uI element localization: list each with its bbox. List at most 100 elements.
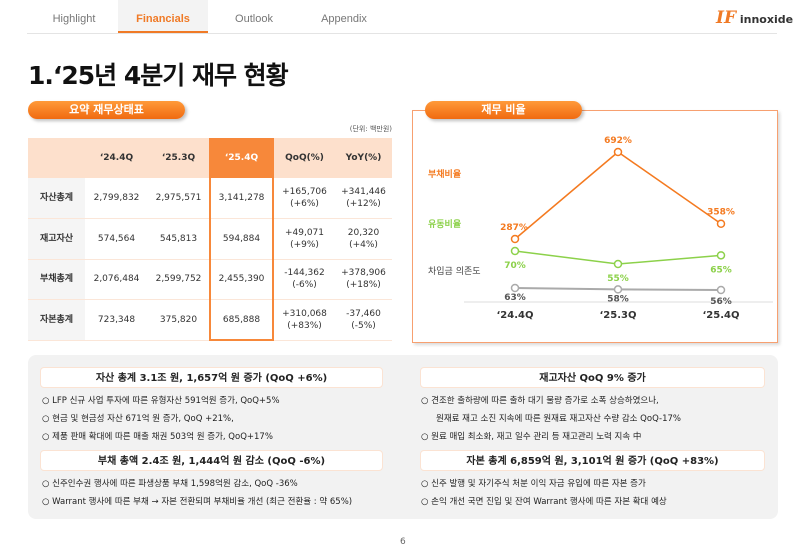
data-point bbox=[510, 234, 520, 244]
data-label: 692% bbox=[604, 136, 632, 146]
tab-outlook[interactable]: Outlook bbox=[235, 13, 273, 25]
data-label: 63% bbox=[504, 293, 526, 303]
legend-borrowing-dependency: 차입금 의존도 bbox=[428, 267, 481, 277]
x-tick-label: ‘25.4Q bbox=[703, 310, 740, 321]
cell-25-3q: 2,975,571 bbox=[148, 178, 210, 219]
header-col-highlight: ‘25.4Q bbox=[209, 138, 274, 178]
cell-25-4q: 594,884 bbox=[209, 218, 274, 260]
bullet: ○ 손익 개선 국면 진입 및 잔여 Warrant 행사에 따른 자본 확대 … bbox=[421, 497, 667, 507]
data-point bbox=[510, 283, 520, 293]
qoq-pct: (-6%) bbox=[292, 280, 317, 291]
cell-25-4q: 685,888 bbox=[209, 299, 274, 341]
balance-sheet-table: ‘24.4Q ‘25.3Q ‘25.4Q QoQ(%) YoY(%) 자산총계 … bbox=[28, 138, 392, 341]
cell-24-4q: 2,799,832 bbox=[85, 178, 148, 219]
data-label: 358% bbox=[707, 208, 735, 218]
bullet: ○ 현금 및 현금성 자산 671억 원 증가, QoQ +21%, bbox=[42, 414, 234, 424]
equity-heading: 자본 총계 6,859억 원, 3,101억 원 증가 (QoQ +83%) bbox=[420, 450, 765, 471]
summary-panel: 자산 총계 3.1조 원, 1,657억 원 증가 (QoQ +6%) ○ LF… bbox=[28, 355, 778, 519]
data-label: 70% bbox=[504, 261, 526, 271]
legend-debt-ratio: 부채비율 bbox=[428, 170, 462, 180]
nav-divider bbox=[27, 33, 777, 34]
page-number: 6 bbox=[400, 537, 406, 547]
row-label: 자본총계 bbox=[28, 299, 85, 341]
bullet: ○ 견조한 출하량에 따른 출하 대기 물량 증가로 소폭 상승하였으나, bbox=[421, 396, 659, 406]
row-label: 부채총계 bbox=[28, 259, 85, 300]
qoq-pct: (+9%) bbox=[290, 239, 319, 250]
bullet: ○ LFP 신규 사업 투자에 따른 유형자산 591억원 증가, QoQ+5% bbox=[42, 396, 280, 406]
data-point bbox=[613, 285, 623, 294]
bullet: ○ 제품 판매 확대에 따른 매출 채권 503억 원 증가, QoQ+17% bbox=[42, 432, 273, 442]
qoq-value: +49,071 bbox=[284, 227, 325, 238]
bullet: ○ 신주 발행 및 자기주식 처분 이익 자금 유입에 따른 자본 증가 bbox=[421, 479, 646, 489]
header-col: ‘24.4Q bbox=[85, 138, 148, 178]
data-label: 56% bbox=[710, 297, 732, 307]
table-row: 자본총계 723,348 375,820 685,888 +310,068 (+8… bbox=[28, 299, 392, 341]
cell-25-4q: 3,141,278 bbox=[209, 178, 274, 219]
assets-heading: 자산 총계 3.1조 원, 1,657억 원 증가 (QoQ +6%) bbox=[40, 367, 383, 388]
bullet: ○ Warrant 행사에 따른 부채 → 자본 전환되며 부채비율 개선 (최… bbox=[42, 497, 353, 507]
cell-24-4q: 2,076,484 bbox=[85, 259, 148, 300]
tab-appendix[interactable]: Appendix bbox=[321, 13, 367, 25]
row-label: 재고자산 bbox=[28, 218, 85, 260]
yoy-value: +341,446 bbox=[341, 187, 386, 197]
data-point bbox=[613, 147, 623, 157]
header-col: QoQ(%) bbox=[273, 138, 335, 178]
data-point bbox=[716, 251, 726, 260]
yoy-value: -37,460 bbox=[346, 308, 381, 319]
qoq-value: -144,362 bbox=[284, 268, 325, 279]
cell-25-3q: 2,599,752 bbox=[148, 259, 210, 300]
data-point bbox=[716, 285, 726, 295]
yoy-value: +378,906 bbox=[341, 268, 386, 279]
yoy-pct: (-5%) bbox=[351, 320, 376, 331]
tab-financials[interactable]: Financials bbox=[118, 0, 208, 33]
header-blank bbox=[28, 138, 85, 178]
legend-current-ratio: 유동비율 bbox=[428, 220, 462, 230]
cell-qoq: +49,071 (+9%) bbox=[273, 218, 335, 260]
data-label: 65% bbox=[710, 265, 732, 275]
cell-qoq: +165,706 (+6%) bbox=[273, 178, 335, 219]
company-logo: IF innoxide bbox=[716, 8, 794, 28]
cell-25-4q: 2,455,390 bbox=[209, 259, 274, 300]
tab-highlight[interactable]: Highlight bbox=[52, 13, 96, 25]
balance-sheet-title: 요약 재무상태표 bbox=[28, 101, 185, 119]
table-row: 재고자산 574,564 545,813 594,884 +49,071 (+9%… bbox=[28, 218, 392, 260]
bullet: ○ 원료 매입 최소화, 재고 일수 관리 등 재고관리 노력 지속 中 bbox=[421, 432, 642, 442]
data-point bbox=[716, 219, 726, 228]
header-col: ‘25.3Q bbox=[148, 138, 210, 178]
qoq-pct: (+83%) bbox=[287, 320, 322, 331]
qoq-value: +165,706 bbox=[282, 187, 327, 197]
cell-24-4q: 574,564 bbox=[85, 218, 148, 260]
cell-25-3q: 545,813 bbox=[148, 218, 210, 260]
ratio-chart-title: 재무 비율 bbox=[425, 101, 582, 119]
cell-qoq: +310,068 (+83%) bbox=[273, 299, 335, 341]
bullet: 원재료 재고 소진 지속에 따른 원재료 재고자산 수량 감소 QoQ-17% bbox=[436, 414, 681, 424]
header-col: YoY(%) bbox=[335, 138, 392, 178]
series-line-0 bbox=[514, 151, 722, 240]
cell-yoy: -37,460 (-5%) bbox=[335, 299, 392, 341]
data-point bbox=[510, 246, 520, 256]
qoq-pct: (+6%) bbox=[290, 199, 319, 209]
data-point bbox=[613, 259, 623, 269]
inventory-heading: 재고자산 QoQ 9% 증가 bbox=[420, 367, 765, 388]
table-row: 부채총계 2,076,484 2,599,752 2,455,390 -144,… bbox=[28, 259, 392, 300]
page-title: 1.‘25년 4분기 재무 현황 bbox=[28, 61, 289, 90]
cell-qoq: -144,362 (-6%) bbox=[273, 259, 335, 300]
data-label: 55% bbox=[607, 274, 629, 284]
cell-yoy: +341,446 (+12%) bbox=[335, 178, 392, 219]
table-row: 자산총계 2,799,832 2,975,571 3,141,278 +165,… bbox=[28, 178, 392, 219]
x-tick-label: ‘25.3Q bbox=[600, 310, 637, 321]
liabilities-heading: 부채 총액 2.4조 원, 1,444억 원 감소 (QoQ -6%) bbox=[40, 450, 383, 471]
cell-yoy: 20,320 (+4%) bbox=[335, 218, 392, 260]
row-label: 자산총계 bbox=[28, 178, 85, 219]
cell-25-3q: 375,820 bbox=[148, 299, 210, 341]
yoy-pct: (+18%) bbox=[346, 280, 381, 291]
yoy-value: 20,320 bbox=[347, 227, 380, 238]
qoq-value: +310,068 bbox=[282, 308, 327, 319]
unit-label: (단위: 백만원) bbox=[349, 125, 392, 133]
x-tick-label: ‘24.4Q bbox=[497, 310, 534, 321]
data-label: 58% bbox=[607, 294, 629, 304]
cell-yoy: +378,906 (+18%) bbox=[335, 259, 392, 300]
cell-24-4q: 723,348 bbox=[85, 299, 148, 341]
bullet: ○ 신주인수권 행사에 따른 파생상품 부채 1,598억원 감소, QoQ -… bbox=[42, 479, 298, 489]
